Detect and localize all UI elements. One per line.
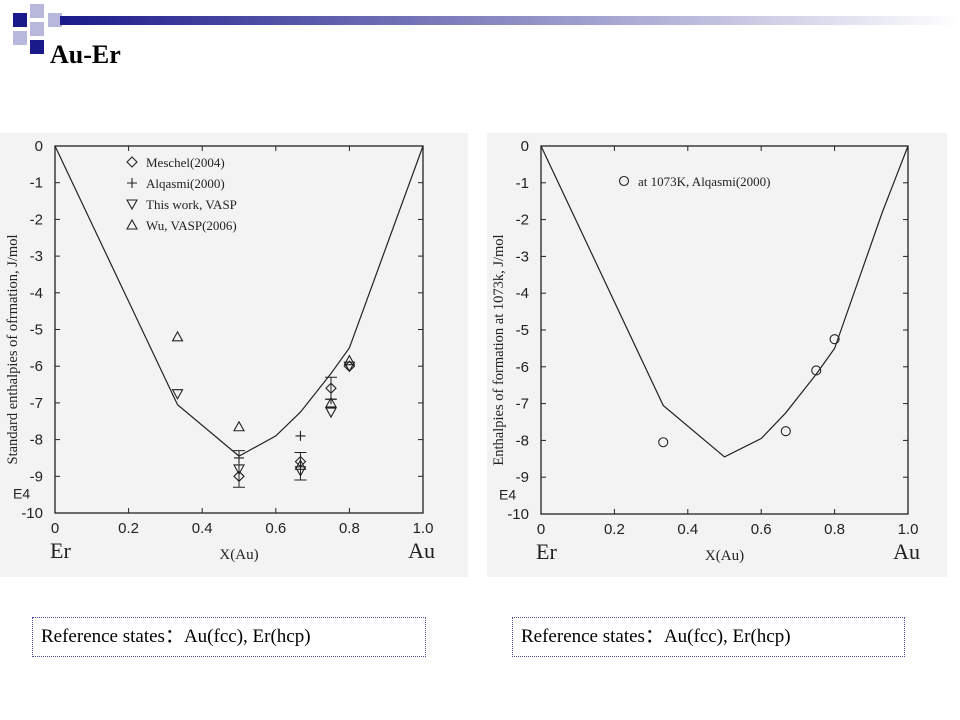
- chart0-y-tick-label: -5: [30, 322, 43, 339]
- chart0-legend-entry-1: Alqasmi(2000): [127, 176, 225, 191]
- chart1-y-tick-label: -6: [516, 359, 529, 376]
- chart0-y-unit-label: E4: [13, 486, 30, 502]
- chart0-x-end-right-label: Au: [408, 538, 435, 563]
- corner-square-3: [30, 22, 44, 36]
- chart0-data-point: [234, 452, 244, 463]
- chart0-legend-marker: [126, 199, 138, 211]
- chart0-data-point: [294, 459, 307, 470]
- chart0-series-3: [171, 330, 356, 470]
- corner-square-2: [30, 4, 44, 18]
- chart0-x-tick-label: 0.8: [339, 520, 360, 537]
- chart0-plot-background: [0, 133, 468, 577]
- chart1-x-tick-label: 0.6: [751, 521, 772, 538]
- chart0-y-tick-label: -8: [30, 432, 43, 449]
- chart0-x-end-left-label: Er: [50, 538, 71, 563]
- chart1-x-tick-label: 0: [537, 521, 545, 538]
- chart0-x-tick-label: 0.4: [192, 520, 213, 537]
- chart0-y-tick-label: -1: [30, 175, 43, 192]
- chart0-legend-entry-0: Meschel(2004): [126, 155, 225, 170]
- chart1-x-tick-label: 0.2: [604, 521, 625, 538]
- chart0-y-tick-label: -10: [21, 505, 43, 522]
- chart0-data-point: [295, 430, 306, 441]
- chart1-plot-background: [487, 133, 947, 577]
- chart0-data-point: [325, 382, 337, 394]
- chart0-legend-label: Wu, VASP(2006): [146, 218, 237, 233]
- chart1-series-0: [658, 334, 840, 448]
- chart0-legend-marker: [127, 178, 137, 188]
- reference-states-right: Reference states：Au(fcc), Er(hcp): [512, 617, 905, 657]
- chart1-y-tick-label: 0: [521, 138, 529, 155]
- chart0-series-2: [171, 361, 356, 477]
- chart0-legend-marker: [126, 218, 138, 230]
- chart0-data-point: [343, 361, 356, 373]
- chart0-data-point: [171, 389, 184, 400]
- chart1-y-tick-label: -9: [516, 469, 529, 486]
- chart1-x-end-right-label: Au: [893, 539, 920, 564]
- chart1-x-axis-label: X(Au): [705, 548, 744, 564]
- chart0-x-tick-label: 0: [51, 520, 59, 537]
- chart0-data-point: [233, 464, 245, 476]
- chart0-data-point: [171, 330, 184, 342]
- corner-square-4: [48, 13, 62, 27]
- chart0-data-point: [233, 420, 245, 432]
- chart0-y-tick-label: -3: [30, 248, 43, 265]
- chart0-data-point: [343, 354, 356, 366]
- chart1-y-tick-label: -3: [516, 248, 529, 265]
- page-title: Au-Er: [50, 40, 121, 69]
- chart0-y-tick-label: -9: [30, 468, 43, 485]
- chart0-y-tick-label: -4: [30, 285, 43, 302]
- chart1-x-end-left-label: Er: [536, 539, 557, 564]
- chart0-legend-marker: [126, 156, 138, 168]
- chart1-legend-label: at 1073K, Alqasmi(2000): [638, 174, 771, 189]
- chart0-legend-label: This work, VASP: [146, 197, 237, 212]
- chart0-y-axis-label: Standard enthalpies of ofrmation, J/mol: [5, 235, 21, 465]
- chart1-x-tick-label: 0.8: [824, 521, 845, 538]
- header-gradient-bar: [60, 16, 960, 25]
- chart0-legend-entry-2: This work, VASP: [126, 197, 237, 212]
- corner-square-1: [13, 13, 27, 27]
- chart1-data-point: [829, 334, 840, 345]
- chart1-legend-marker: [618, 175, 630, 187]
- chart0-x-tick-label: 1.0: [413, 520, 434, 537]
- chart0-legend-entry-3: Wu, VASP(2006): [126, 218, 237, 233]
- chart1-y-tick-label: -8: [516, 432, 529, 449]
- chart0-legend-label: Meschel(2004): [146, 155, 225, 170]
- corner-square-5: [13, 31, 27, 45]
- chart1-y-tick-label: -10: [507, 506, 529, 523]
- chart1-y-tick-label: -4: [516, 285, 529, 302]
- chart1-calculated-line: [540, 145, 909, 458]
- chart0-data-point: [325, 407, 337, 419]
- chart0-calculated-line: [54, 145, 424, 457]
- chart1-x-tick-label: 1.0: [898, 521, 919, 538]
- chart-left: 0 -1 -2 -3 -4 -5 -6 -7 -8 -9 -10 0 0.2 0.4 0.6 0.8 1.0 St…: [0, 133, 468, 577]
- reference-states-left: Reference states：Au(fcc), Er(hcp): [32, 617, 426, 657]
- chart0-data-point: [326, 394, 336, 405]
- chart1-y-tick-label: -1: [516, 175, 529, 192]
- corner-square-6: [30, 40, 44, 54]
- chart0-y-tick-label: -7: [30, 395, 43, 412]
- chart1-y-axis-label: Enthalpies of formation at 1073k, J/mol: [491, 234, 507, 465]
- chart1-data-point: [780, 426, 791, 437]
- chart0-y-tick-label: -2: [30, 211, 43, 228]
- chart0-data-point: [233, 470, 245, 483]
- chart-right: 0 -1 -2 -3 -4 -5 -6 -7 -8 -9 -10 0 0.2 0.4 0.6 0.8 1.0 En…: [487, 133, 947, 577]
- chart0-x-tick-label: 0.6: [265, 520, 286, 537]
- chart0-series-1: [234, 394, 336, 463]
- chart1-y-unit-label: E4: [499, 487, 516, 503]
- chart1-y-tick-label: -5: [516, 322, 529, 339]
- chart0-x-tick-label: 0.2: [118, 520, 139, 537]
- chart1-y-tick-label: -7: [516, 396, 529, 413]
- chart0-y-tick-label: 0: [35, 138, 43, 155]
- chart0-data-point: [294, 466, 307, 477]
- chart1-y-tick-label: -2: [516, 212, 529, 229]
- chart1-x-tick-label: 0.4: [677, 521, 698, 538]
- chart0-data-point: [325, 396, 337, 408]
- chart1-data-point: [658, 437, 669, 448]
- chart0-y-tick-label: -6: [30, 358, 43, 375]
- chart1-legend-entry-0: at 1073K, Alqasmi(2000): [618, 174, 771, 189]
- chart0-legend-label: Alqasmi(2000): [146, 176, 225, 191]
- chart0-x-axis-label: X(Au): [219, 547, 258, 563]
- chart1-data-point: [811, 365, 822, 376]
